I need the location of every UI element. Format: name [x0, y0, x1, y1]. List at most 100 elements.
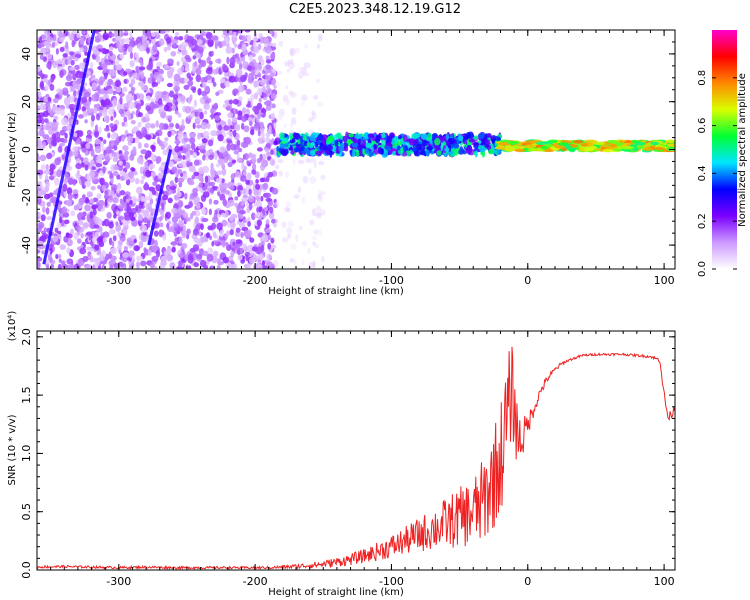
heatmap-cell	[247, 116, 253, 123]
heatmap-cell	[52, 60, 58, 69]
heatmap-cell	[132, 146, 137, 154]
heatmap-cell	[150, 123, 156, 129]
heatmap-cell	[213, 199, 219, 205]
heatmap-cell	[160, 260, 168, 266]
heatmap-cell	[54, 178, 60, 186]
heatmap-cell	[136, 36, 142, 45]
heatmap-cell	[197, 88, 202, 96]
heatmap-cell	[185, 151, 191, 159]
heatmap-cell	[171, 104, 176, 111]
heatmap-cell	[211, 77, 215, 84]
heatmap-cell	[426, 146, 434, 151]
heatmap-cell	[289, 123, 293, 128]
heatmap-cell	[169, 225, 175, 232]
heatmap-cell	[177, 177, 185, 183]
heatmap-cell	[238, 148, 243, 153]
heatmap-cell	[420, 133, 428, 140]
heatmap-cell	[385, 145, 392, 151]
heatmap-cell	[173, 94, 179, 100]
snr-y-tick-label: 1.5	[20, 386, 33, 404]
heatmap-cell	[156, 156, 162, 164]
heatmap-cell	[81, 211, 87, 217]
heatmap-cell	[254, 74, 258, 80]
heatmap-cell	[178, 253, 185, 259]
heatmap-cell	[211, 35, 219, 41]
snr-x-tick-label: -300	[106, 575, 131, 588]
heatmap-cell	[144, 182, 149, 190]
heatmap-cell	[270, 237, 275, 244]
heatmap-cell	[140, 260, 147, 267]
heatmap-cell	[143, 217, 149, 224]
heatmap-cell	[69, 228, 75, 235]
heatmap-cell	[189, 112, 195, 118]
heatmap-cell	[234, 53, 240, 58]
heatmap-cell	[306, 142, 311, 148]
heatmap-cell	[249, 237, 255, 243]
heatmap-cell	[101, 184, 107, 192]
heatmap-cell	[93, 216, 99, 223]
heatmap-cell	[258, 137, 263, 144]
heatmap-cell	[271, 187, 279, 195]
heatmap-cell	[204, 151, 209, 157]
heatmap-cell	[266, 175, 270, 183]
heatmap-cell	[468, 138, 475, 143]
heatmap-cell	[167, 197, 173, 204]
heatmap-cell	[43, 96, 49, 102]
heatmap-cell	[143, 247, 147, 253]
heatmap-cell	[214, 43, 218, 50]
heatmap-cell	[193, 171, 200, 176]
heatmap-cell	[354, 134, 361, 140]
heatmap-cell	[447, 150, 454, 156]
heatmap-cell	[94, 38, 101, 43]
heatmap-cell	[65, 81, 72, 87]
heatmap-cell	[238, 62, 243, 70]
heatmap-cell	[129, 154, 135, 161]
snr-x-axis-label: Height of straight line (km)	[268, 587, 404, 598]
heatmap-cell	[59, 70, 64, 78]
heatmap-cell	[100, 57, 105, 65]
heatmap-cell	[106, 61, 112, 66]
heatmap-cell	[221, 40, 227, 47]
heatmap-cell	[38, 90, 42, 98]
heatmap-cell	[265, 228, 272, 233]
heatmap-cell	[119, 96, 123, 105]
heatmap-cell	[222, 183, 229, 189]
heatmap-cell	[293, 194, 300, 199]
heatmap-cell	[259, 127, 265, 134]
heatmap-cell	[232, 88, 239, 94]
heatmap-cell	[319, 209, 326, 216]
heatmap-cell	[266, 253, 272, 260]
heatmap-cell	[182, 224, 186, 232]
heatmap-cell	[182, 212, 189, 219]
heatmap-cell	[114, 30, 119, 37]
heatmap-cell	[231, 116, 238, 123]
heatmap-cell	[389, 133, 395, 139]
heatmap-cell	[81, 106, 87, 112]
heatmap-cell	[223, 125, 230, 131]
heatmap-cell	[84, 204, 91, 212]
heatmap-cell	[271, 79, 276, 86]
heatmap-cell	[225, 230, 230, 237]
heatmap-cell	[41, 141, 47, 149]
heatmap-cell	[302, 72, 310, 77]
heatmap-cell	[156, 65, 160, 70]
heatmap-cell	[195, 74, 201, 83]
heatmap-cell	[41, 233, 49, 240]
heatmap-cell	[138, 66, 146, 71]
heatmap-cell	[221, 240, 226, 248]
heatmap-cell	[229, 229, 234, 236]
heatmap-cell	[130, 78, 136, 85]
heatmap-cell	[251, 52, 256, 58]
heatmap-cell	[180, 65, 185, 72]
heatmap-cell	[96, 113, 101, 121]
heatmap-cell	[237, 57, 240, 62]
heatmap-cell	[102, 32, 109, 40]
heatmap-cell	[47, 137, 51, 145]
heatmap-cell	[205, 232, 211, 239]
heatmap-cell	[93, 50, 101, 56]
heatmap-cell	[84, 164, 89, 171]
heatmap-cell	[73, 132, 78, 138]
heatmap-cell	[41, 34, 47, 40]
heatmap-cell	[54, 157, 61, 166]
heatmap-cell	[254, 108, 259, 115]
